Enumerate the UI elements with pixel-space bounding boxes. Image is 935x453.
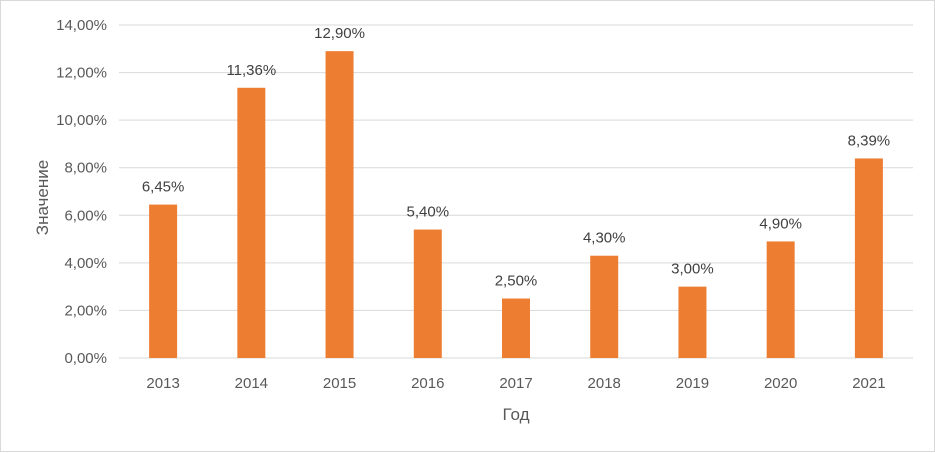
x-tick-label: 2014 (235, 375, 268, 392)
x-tick-label: 2015 (323, 375, 356, 392)
y-tick-label: 6,00% (64, 207, 107, 224)
x-tick-label: 2019 (676, 375, 709, 392)
y-tick-label: 4,00% (64, 255, 107, 272)
y-tick-label: 2,00% (64, 302, 107, 319)
y-tick-label: 8,00% (64, 160, 107, 177)
y-tick-label: 14,00% (56, 17, 107, 34)
data-label-2021: 8,39% (848, 132, 891, 149)
data-labels: 6,45% 11,36% 12,90% 5,40% 2,50% 4,30% 3,00% 4,9… (142, 25, 890, 289)
x-tick-label: 2020 (764, 375, 797, 392)
x-tick-label: 2016 (411, 375, 444, 392)
bar-2017 (502, 298, 530, 358)
bar-2019 (678, 286, 707, 358)
data-label-2016: 5,40% (407, 204, 450, 221)
bar-2014 (237, 87, 266, 359)
bar-2015 (325, 51, 354, 359)
y-axis-title: Значение (33, 160, 52, 235)
bar-2013 (149, 204, 178, 358)
y-tick-label: 12,00% (56, 65, 107, 82)
x-axis-title: Год (502, 405, 529, 424)
data-label-2020: 4,90% (759, 215, 802, 232)
data-label-2018: 4,30% (583, 230, 626, 247)
y-tick-label: 0,00% (64, 350, 107, 367)
data-label-2014: 11,36% (226, 62, 276, 79)
y-tick-label: 10,00% (56, 112, 107, 129)
data-label-2015: 12,90% (314, 25, 365, 42)
data-label-2013: 6,45% (142, 179, 185, 196)
x-tick-label: 2017 (499, 375, 532, 392)
bar-2016 (413, 229, 442, 358)
data-label-2019: 3,00% (671, 261, 714, 278)
data-label-2017: 2,50% (495, 273, 538, 290)
y-axis-ticks: 0,00% 2,00% 4,00% 6,00% 8,00% 10,00% 12,00% 14,… (56, 17, 107, 367)
x-tick-label: 2013 (146, 375, 179, 392)
x-tick-label: 2021 (852, 375, 885, 392)
bar-2020 (766, 241, 795, 358)
x-axis-ticks: 2013 2014 2015 2016 2017 2018 2019 2020 2021 (146, 375, 885, 392)
bar-2018 (590, 255, 619, 358)
bars (149, 51, 883, 359)
x-tick-label: 2018 (588, 375, 621, 392)
bar-2021 (854, 158, 883, 358)
